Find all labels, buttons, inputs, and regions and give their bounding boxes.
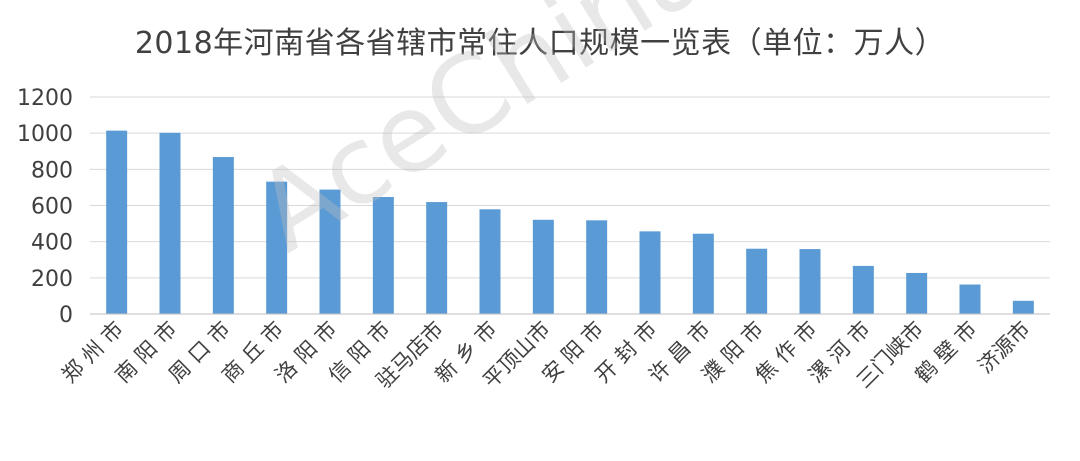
y-tick-label: 0: [59, 303, 73, 328]
bar: [212, 157, 234, 314]
chart-title: 2018年河南省各省辖市常住人口规模一览表（单位：万人）: [134, 26, 946, 61]
y-tick-label: 1200: [17, 86, 73, 111]
bar: [692, 233, 714, 314]
bars: [106, 130, 1034, 314]
bar: [372, 197, 394, 314]
bar: [1012, 300, 1034, 314]
bar: [159, 132, 181, 314]
y-tick-label: 200: [31, 267, 73, 292]
bar: [852, 265, 874, 314]
bar: [426, 202, 448, 314]
bar: [639, 231, 661, 314]
gridlines: [90, 96, 1050, 315]
x-category-label: 济源市: [973, 317, 1035, 379]
bar: [906, 272, 928, 314]
bar: [479, 209, 501, 314]
y-axis-ticks: 0 200 400 600 800 1000 1200: [17, 86, 73, 328]
y-tick-label: 1000: [17, 122, 73, 147]
y-tick-label: 800: [31, 158, 73, 183]
y-tick-label: 400: [31, 231, 73, 256]
y-tick-label: 600: [31, 195, 73, 220]
bar: [799, 249, 821, 314]
bar: [106, 130, 128, 314]
bar: [959, 284, 981, 314]
bar: [532, 219, 554, 314]
bar: [266, 181, 288, 314]
bar: [746, 248, 768, 314]
bar: [586, 220, 608, 314]
bar: [319, 189, 341, 314]
